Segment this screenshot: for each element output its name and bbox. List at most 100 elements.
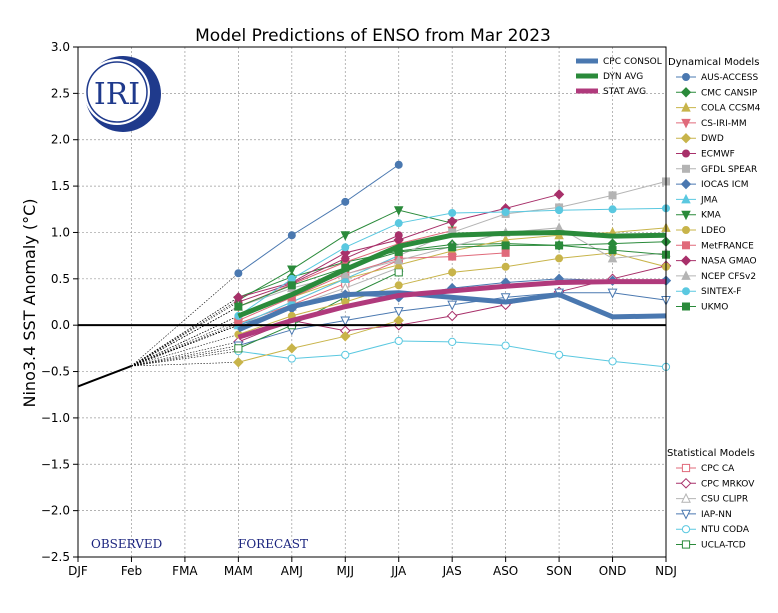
chart-title: Model Predictions of ENSO from Mar 2023 bbox=[195, 26, 551, 46]
point-aus-access-jja bbox=[394, 160, 403, 169]
legend-dyn-marker-cs-iri-mm bbox=[681, 118, 691, 129]
connector-metfrance bbox=[131, 320, 239, 367]
point-nasa-gmao-son bbox=[553, 189, 565, 200]
iri-logo: IRI bbox=[84, 56, 161, 132]
series-dwd bbox=[233, 315, 404, 368]
legend-dyn-label-metfrance: MetFRANCE bbox=[701, 241, 754, 251]
legend-stat-marker-ucla-tcd bbox=[681, 540, 691, 549]
legend-dyn-marker-kma bbox=[681, 210, 691, 221]
y-tick-5: 0.5 bbox=[51, 272, 70, 286]
logo-text: IRI bbox=[94, 77, 140, 112]
legend-dyn-marker-gfdl-spear bbox=[682, 164, 691, 173]
point-ncep-cfsv2-ond bbox=[607, 252, 618, 263]
point-metfrance-jas bbox=[448, 252, 457, 261]
series-iap-nn bbox=[233, 288, 671, 352]
point-ntu-coda-jas bbox=[448, 337, 457, 346]
legend-dyn-label-kma: KMA bbox=[701, 211, 722, 221]
observed-annotation: OBSERVED bbox=[91, 537, 162, 551]
point-iap-nn-ond bbox=[607, 288, 618, 299]
legend-dyn-label-cmc-cansip: CMC CANSIP bbox=[701, 88, 758, 98]
point-gfdl-spear-ond bbox=[608, 191, 617, 200]
legend-dyn-label-nasa-gmao: NASA GMAO bbox=[701, 257, 757, 267]
legend-dyn-label-jma: JMA bbox=[700, 195, 718, 205]
legend-dyn-marker-iocas-icm bbox=[680, 178, 692, 190]
connector-ukmo bbox=[131, 306, 239, 367]
connector-nasa-gmao bbox=[131, 297, 239, 367]
x-tick-fma: FMA bbox=[172, 564, 198, 578]
connector-cpc-mrkov bbox=[131, 341, 239, 367]
series-ntu-coda bbox=[234, 336, 671, 372]
legend-dyn-label-cola-ccsm4: COLA CCSM4 bbox=[701, 104, 761, 114]
legend-dyn-label-ldeo: LDEO bbox=[701, 226, 726, 236]
avg-line-cpc-consol bbox=[237, 290, 667, 333]
legend-dyn-label-cs-iri-mm: CS-IRI-MM bbox=[701, 119, 747, 129]
point-sintex-f-mjj bbox=[341, 243, 350, 252]
y-tick-11: −2.5 bbox=[41, 550, 70, 564]
legend-statistical-title: Statistical Models bbox=[667, 448, 755, 459]
plot-frame bbox=[77, 46, 667, 558]
line-dwd bbox=[238, 320, 399, 363]
point-ncep-cfsv2-jja bbox=[393, 254, 404, 265]
point-iap-nn-aso bbox=[500, 293, 511, 304]
legend-dynamical: AUS-ACCESS CMC CANSIP COLA CCSM4 CS-IRI-MM D… bbox=[676, 73, 761, 313]
connector-jma bbox=[131, 324, 239, 367]
connector-ucla-tcd bbox=[131, 348, 239, 367]
average-series-layer bbox=[237, 229, 667, 340]
point-dwd-amj bbox=[286, 343, 297, 354]
forecast-annotation: FORECAST bbox=[238, 537, 308, 551]
legend-stat-marker-iap-nn bbox=[681, 509, 691, 520]
point-ukmo-ond bbox=[608, 246, 617, 255]
legend-stat-label-cpc-ca: CPC CA bbox=[701, 464, 735, 474]
legend-dyn-label-gfdl-spear: GFDL SPEAR bbox=[701, 165, 757, 175]
legend-dyn-marker-ncep-cfsv2 bbox=[681, 270, 691, 280]
point-sintex-f-jas bbox=[448, 208, 457, 217]
legend-dyn-marker-ukmo bbox=[682, 302, 691, 311]
point-kma-jja bbox=[393, 206, 404, 216]
y-axis-ticks: 3.0 2.5 2.0 1.5 1.0 0.5 0.0 −0.5 −1.0 −1.5 −2.0 −2.… bbox=[41, 40, 78, 564]
series-aus-access bbox=[234, 160, 403, 278]
series-layer bbox=[233, 160, 672, 372]
point-ntu-coda-jja bbox=[394, 336, 403, 346]
legend-dyn-marker-aus-access bbox=[682, 73, 691, 82]
point-sintex-f-son bbox=[555, 206, 564, 215]
point-aus-access-mam bbox=[234, 269, 243, 278]
legend-stat-label-cpc-mrkov: CPC MRKOV bbox=[701, 479, 755, 489]
legend-dyn-label-sintex-f: SINTEX-F bbox=[701, 287, 741, 297]
point-ucla-tcd-jja bbox=[394, 268, 403, 277]
legend-stat-label-ucla-tcd: UCLA-TCD bbox=[701, 541, 746, 551]
x-tick-jja: JJA bbox=[390, 564, 407, 578]
legend-stat-marker-cpc-mrkov bbox=[680, 477, 692, 489]
legend-dyn-marker-jma bbox=[681, 193, 691, 204]
legend-avg-label-dyn-avg: DYN AVG bbox=[603, 72, 643, 82]
x-tick-mjj: MJJ bbox=[337, 564, 354, 578]
legend-stat-label-iap-nn: IAP-NN bbox=[701, 510, 732, 520]
point-ldeo-jas bbox=[448, 268, 457, 277]
point-cola-ccsm4-jja bbox=[393, 259, 404, 269]
legend-stat-marker-cpc-ca bbox=[681, 463, 691, 473]
y-tick-10: −2.0 bbox=[41, 504, 70, 518]
legend-dyn-label-iocas-icm: IOCAS ICM bbox=[701, 180, 748, 190]
x-tick-mam: MAM bbox=[224, 564, 253, 578]
legend-stat-label-ntu-coda: NTU CODA bbox=[701, 525, 750, 535]
y-tick-7: −0.5 bbox=[41, 365, 70, 379]
point-ntu-coda-amj bbox=[287, 354, 296, 363]
y-tick-0: 3.0 bbox=[51, 40, 70, 54]
legend-dyn-label-ukmo: UKMO bbox=[701, 303, 728, 313]
legend-dyn-marker-dwd bbox=[680, 133, 692, 144]
legend-dyn-marker-ldeo bbox=[682, 225, 691, 234]
avg-line-dyn-avg bbox=[237, 229, 667, 319]
point-ucla-tcd-mam bbox=[234, 344, 243, 353]
avg-line-stat-avg bbox=[237, 279, 666, 340]
observed-to-forecast-lines bbox=[131, 273, 239, 367]
legend-dyn-marker-sintex-f bbox=[682, 287, 691, 296]
point-cpc-mrkov-jas bbox=[446, 310, 458, 322]
legend-statistical: CPC CA CPC MRKOV CSU CLIPR IAP-NN NTU CODA UC… bbox=[676, 463, 755, 551]
point-ukmo-son bbox=[555, 241, 564, 250]
point-ldeo-son bbox=[555, 254, 564, 263]
line-aus-access bbox=[238, 164, 400, 274]
legend-stat-marker-csu-clipr bbox=[681, 492, 691, 503]
point-iap-nn-jas bbox=[447, 300, 458, 311]
point-ldeo-jja bbox=[394, 281, 403, 290]
x-tick-ndj: NDJ bbox=[655, 564, 677, 578]
legend-dyn-marker-ecmwf bbox=[682, 149, 691, 158]
